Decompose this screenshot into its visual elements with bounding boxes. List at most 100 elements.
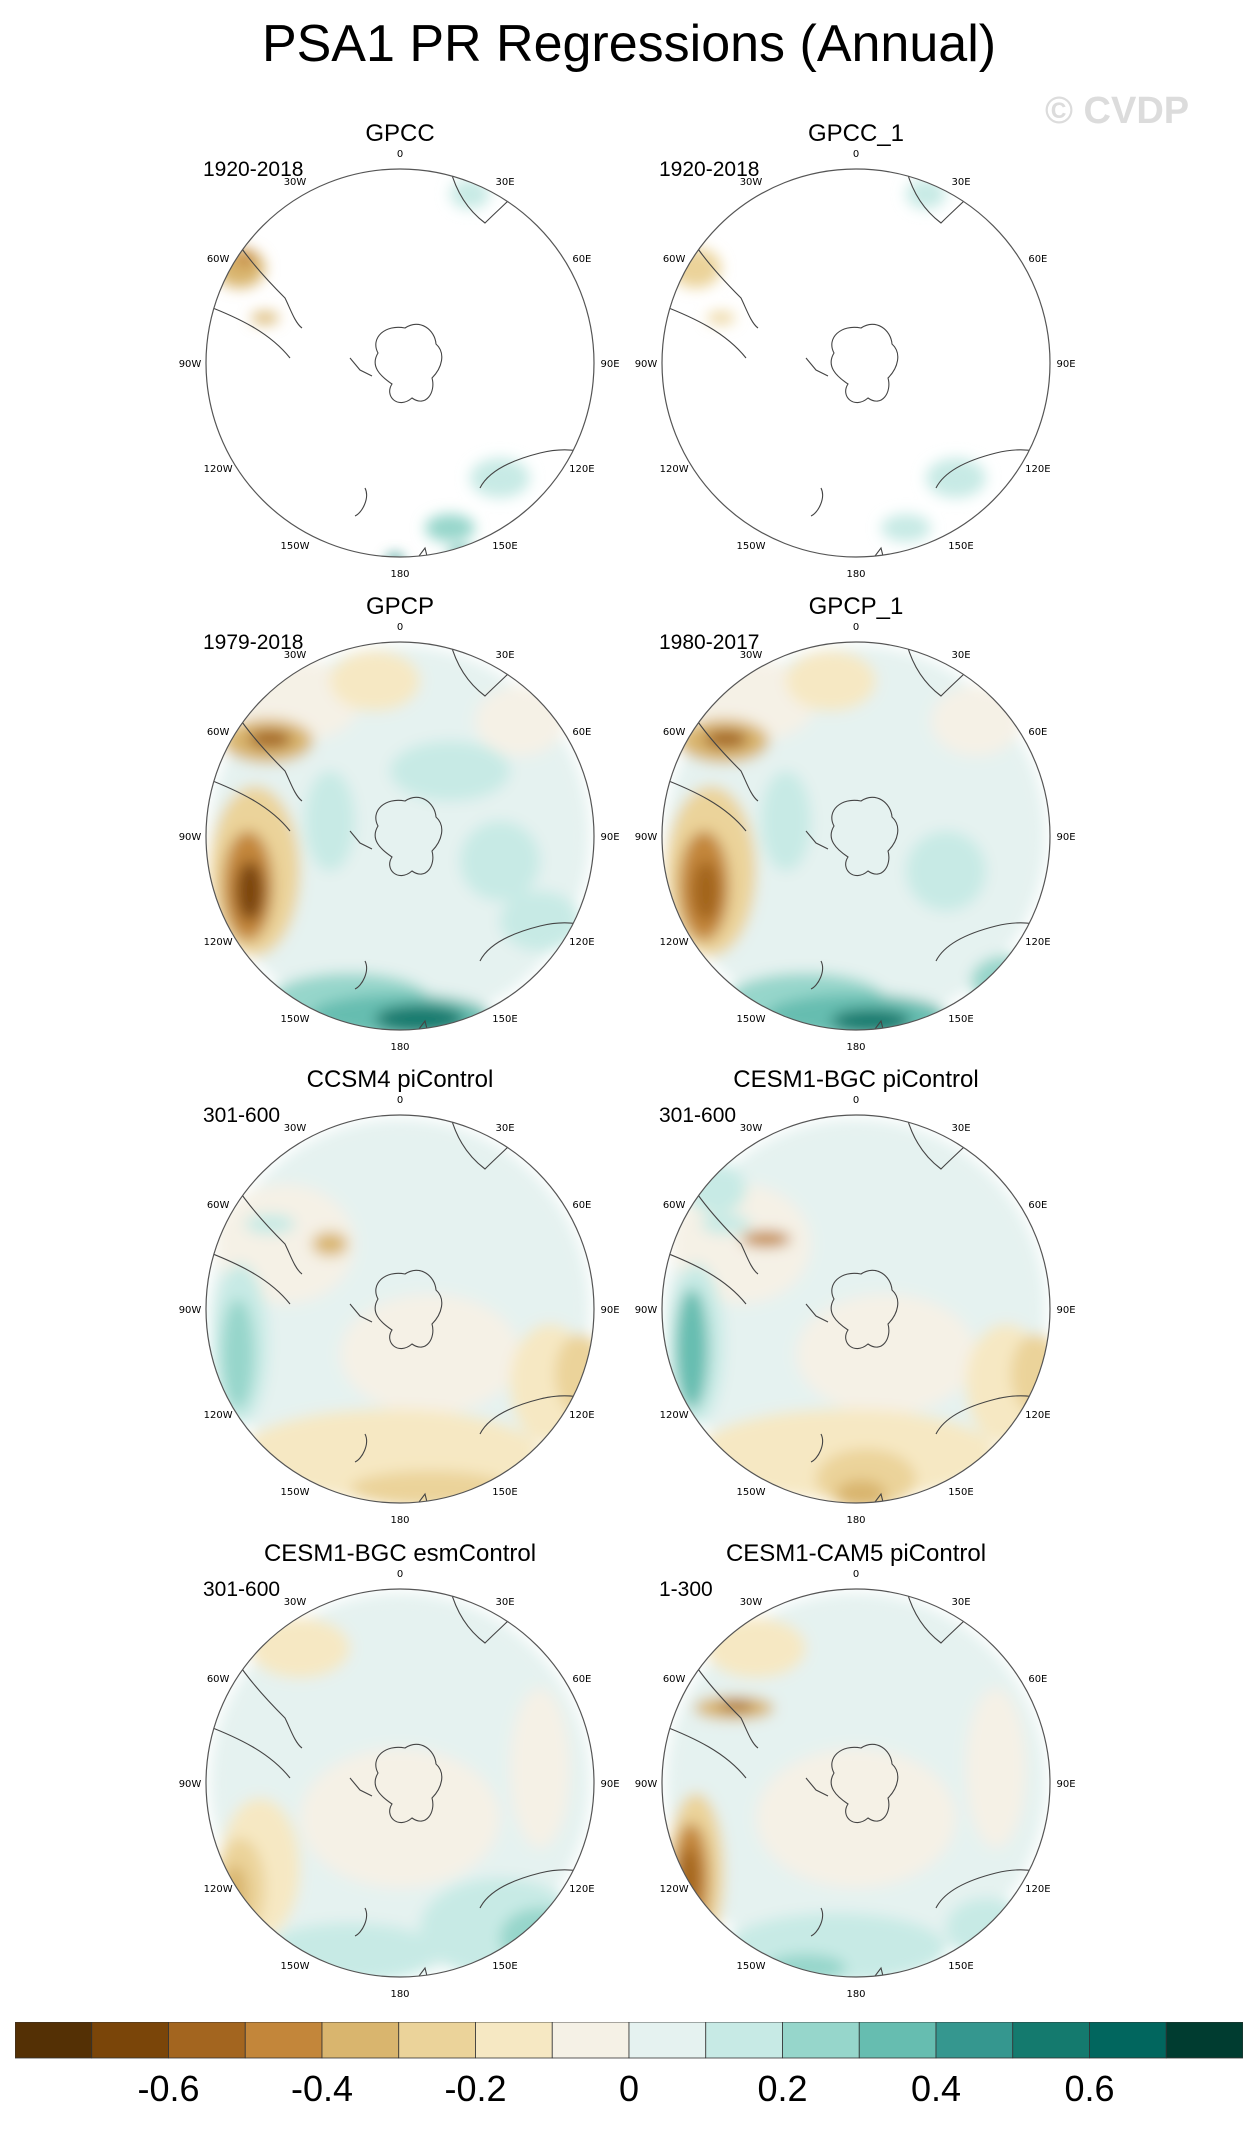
panel-title: GPCP <box>365 593 434 620</box>
precip-anomaly-patch <box>906 179 946 209</box>
longitude-label: 90W <box>179 359 202 370</box>
longitude-label: 90E <box>600 359 619 370</box>
colorbar-swatch <box>1012 2022 1090 2059</box>
precip-anomaly-patch <box>946 1898 1026 1958</box>
longitude-label: 150E <box>492 1014 517 1025</box>
precip-anomaly-patch <box>692 861 720 921</box>
precip-anomaly-patch <box>701 1214 751 1234</box>
panel-period: 301-600 <box>203 1578 281 1601</box>
longitude-label: 0 <box>853 1095 859 1106</box>
longitude-label: 60W <box>663 1200 686 1211</box>
colorbar-tick-label: -0.2 <box>444 2068 507 2109</box>
panel-title: GPCC <box>365 120 435 147</box>
precip-anomaly-patch <box>300 1748 500 1888</box>
longitude-label: 150E <box>492 1487 517 1498</box>
colorbar-tick-label: 0 <box>618 2068 640 2109</box>
longitude-label: 180 <box>846 1515 865 1526</box>
longitude-label: 0 <box>853 1569 859 1580</box>
precip-anomaly-patch <box>761 771 811 871</box>
longitude-label: 90E <box>1056 359 1075 370</box>
colorbar-tick-label: 0.2 <box>757 2068 808 2109</box>
map-border <box>205 641 595 1031</box>
colorbar-swatch <box>935 2022 1014 2059</box>
polar-map: 0 30E 60E 90E 120E 150E 180 150W 120W 90W 60W 30W <box>179 1569 620 2000</box>
precip-anomaly-patch <box>756 1748 956 1888</box>
precip-anomaly-patch <box>706 1618 806 1678</box>
longitude-label: 30W <box>740 650 763 661</box>
longitude-label: 60W <box>663 727 686 738</box>
longitude-label: 150W <box>737 1014 766 1025</box>
polar-map: 0 30E 60E 90E 120E 150E 180 150W 120W 90W 60W 30W <box>635 149 1076 580</box>
longitude-label: 120E <box>569 464 594 475</box>
longitude-label: 90W <box>179 1305 202 1316</box>
precip-anomaly-patch <box>906 831 986 911</box>
longitude-label: 30W <box>284 1597 307 1608</box>
longitude-label: 30E <box>951 1597 970 1608</box>
longitude-label: 90W <box>635 1779 658 1790</box>
precip-anomaly-patch <box>766 1954 846 1977</box>
precip-anomaly-patch <box>931 686 1021 756</box>
precip-anomaly-patch <box>741 1231 791 1247</box>
colorbar-tick-label: -0.4 <box>290 2068 354 2109</box>
longitude-label: 30E <box>951 1123 970 1134</box>
colorbar <box>15 2022 1243 2059</box>
precip-anomaly-patch <box>475 686 565 756</box>
longitude-label: 30W <box>284 650 307 661</box>
longitude-label: 30E <box>495 177 514 188</box>
longitude-label: 30E <box>495 1597 514 1608</box>
longitude-label: 150W <box>281 541 310 552</box>
precip-anomaly-patch <box>510 1688 570 1848</box>
longitude-label: 0 <box>397 149 403 160</box>
precip-anomaly-patch <box>470 458 530 498</box>
map-panel-cesm1-cam5-picontrol: CESM1-CAM5 piControl 1-300 0 30E 60E 90E 120… <box>635 1540 1156 2010</box>
longitude-label: 120W <box>204 1884 233 1895</box>
longitude-label: 90E <box>600 1779 619 1790</box>
longitude-label: 60E <box>1028 1674 1047 1685</box>
precip-anomaly-patch <box>1011 1334 1050 1414</box>
longitude-label: 30W <box>284 177 307 188</box>
colorbar-swatch <box>551 2022 630 2059</box>
colorbar-swatch <box>858 2022 937 2059</box>
precip-anomaly-patch <box>450 179 490 209</box>
longitude-label: 60E <box>1028 727 1047 738</box>
polar-map: 0 30E 60E 90E 120E 150E 180 150W 120W 90W 60W 30W <box>635 1569 1076 2000</box>
polar-map: 0 30E 60E 90E 120E 150E 180 150W 120W 90W 60W 30W <box>635 1095 1076 1526</box>
precip-anomaly-patch <box>971 956 1041 1006</box>
longitude-label: 120E <box>1025 937 1050 948</box>
longitude-label: 60W <box>207 727 230 738</box>
longitude-label: 90W <box>179 1779 202 1790</box>
precip-anomaly-patch <box>707 312 735 324</box>
precip-anomaly-patch <box>260 1923 440 1977</box>
panel-title: CESM1-BGC esmControl <box>263 1540 537 1567</box>
map-border <box>661 168 1051 558</box>
longitude-label: 90E <box>1056 1305 1075 1316</box>
longitude-label: 30W <box>740 1123 763 1134</box>
longitude-label: 180 <box>390 1515 409 1526</box>
map-border <box>661 1114 1051 1504</box>
longitude-label: 30E <box>495 650 514 661</box>
precip-anomaly-patch <box>966 1688 1026 1848</box>
colorbar-swatch <box>1165 2022 1243 2059</box>
colorbar-swatch <box>475 2022 553 2059</box>
colorbar-swatch <box>705 2022 783 2059</box>
panel-period: 301-600 <box>203 1104 281 1127</box>
precip-anomaly-patch <box>250 1618 350 1678</box>
map-border <box>661 641 1051 1031</box>
precip-anomaly-patch <box>305 771 355 871</box>
longitude-label: 60E <box>572 727 591 738</box>
colorbar-swatch <box>398 2022 476 2059</box>
longitude-label: 180 <box>390 569 409 580</box>
longitude-label: 180 <box>390 1989 409 2000</box>
panel-title: CCSM4 piControl <box>306 1066 494 1093</box>
longitude-label: 30W <box>740 177 763 188</box>
precip-anomaly-patch <box>686 1164 746 1214</box>
longitude-label: 60W <box>663 254 686 265</box>
precip-anomaly-patch <box>222 1299 254 1409</box>
longitude-label: 150W <box>737 1487 766 1498</box>
longitude-label: 120W <box>660 937 689 948</box>
longitude-label: 0 <box>397 622 403 633</box>
longitude-label: 150W <box>281 1014 310 1025</box>
longitude-label: 150W <box>737 1961 766 1972</box>
precip-anomaly-patch <box>704 730 748 748</box>
colorbar-tick-label: 0.6 <box>1064 2068 1115 2109</box>
